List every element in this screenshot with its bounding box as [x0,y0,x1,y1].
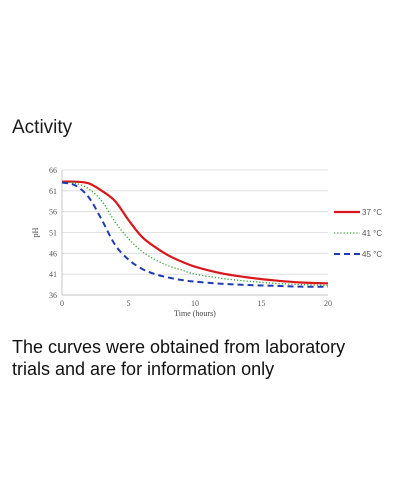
y-tick-label: 61 [49,187,57,196]
x-tick-label: 0 [60,299,64,308]
grid-lines [62,169,328,296]
legend-label-2: 41 °C [362,229,382,238]
axes: 36 41 46 51 56 61 66 0 5 10 15 20 Time (hours) pH [31,166,332,318]
y-axis-title: pH [31,227,40,237]
chart-caption: The curves were obtained from laboratory… [12,336,392,380]
x-tick-label: 20 [324,299,332,308]
page-title: Activity [12,117,73,138]
y-tick-label: 56 [49,208,57,217]
caption-line-1: The curves were obtained from laboratory [12,337,346,357]
caption-line-2: trials and are for information only [12,359,275,379]
y-tick-label: 41 [49,270,57,279]
x-tick-label: 5 [127,299,131,308]
legend-label-3: 45 °C [362,250,382,259]
series-line-3 [61,181,329,288]
legend: 37 °C 41 °C 45 °C [334,208,382,259]
y-tick-label: 36 [49,291,57,300]
chart-svg: 36 41 46 51 56 61 66 0 5 10 15 20 Time (hours) pH 37 … [31,166,382,318]
y-tick-label: 66 [49,166,57,175]
x-tick-label: 15 [258,299,266,308]
legend-label-1: 37 °C [362,208,382,217]
series-line-1 [61,180,329,285]
y-tick-label: 46 [49,249,57,258]
series-line-2 [61,181,329,287]
series-lines [61,180,329,288]
y-tick-label: 51 [49,229,57,238]
x-axis-title: Time (hours) [174,309,216,318]
ph-activity-chart: 36 41 46 51 56 61 66 0 5 10 15 20 Time (hours) pH 37 … [20,160,390,320]
x-tick-label: 10 [191,299,199,308]
